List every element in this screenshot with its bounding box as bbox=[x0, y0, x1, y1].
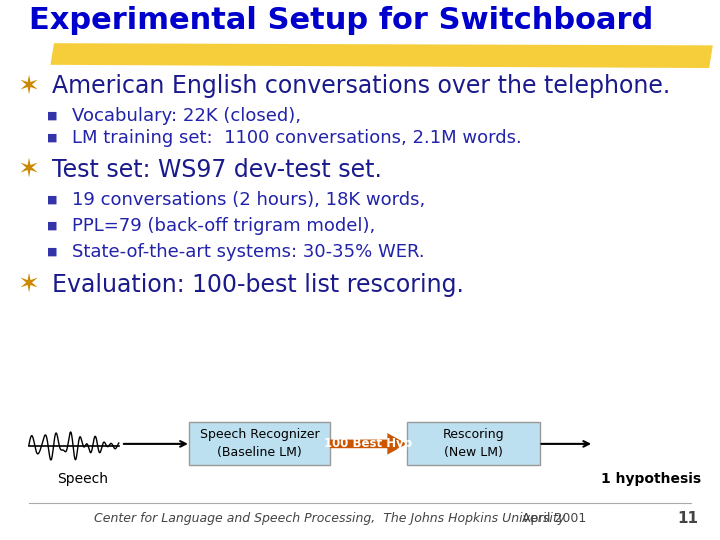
Text: 11: 11 bbox=[678, 511, 698, 526]
Text: ✶: ✶ bbox=[18, 272, 40, 298]
Text: Speech Recognizer
(Baseline LM): Speech Recognizer (Baseline LM) bbox=[199, 428, 320, 459]
Polygon shape bbox=[330, 433, 407, 455]
Polygon shape bbox=[50, 43, 713, 68]
Text: 1 hypothesis: 1 hypothesis bbox=[601, 472, 701, 487]
Text: ✶: ✶ bbox=[18, 157, 40, 183]
Text: Test set: WS97 dev-test set.: Test set: WS97 dev-test set. bbox=[52, 158, 382, 182]
Text: American English conversations over the telephone.: American English conversations over the … bbox=[52, 75, 670, 98]
Text: ■: ■ bbox=[47, 221, 57, 231]
Text: Rescoring
(New LM): Rescoring (New LM) bbox=[443, 428, 504, 459]
Text: Center for Language and Speech Processing,  The Johns Hopkins University.: Center for Language and Speech Processin… bbox=[94, 512, 568, 525]
Text: ■: ■ bbox=[47, 111, 57, 121]
Text: April 2001: April 2001 bbox=[522, 512, 586, 525]
Text: Evaluation: 100-best list rescoring.: Evaluation: 100-best list rescoring. bbox=[52, 273, 464, 297]
Text: PPL=79 (back-off trigram model),: PPL=79 (back-off trigram model), bbox=[72, 217, 375, 235]
Text: Speech: Speech bbox=[58, 472, 108, 487]
Text: Experimental Setup for Switchboard: Experimental Setup for Switchboard bbox=[29, 6, 653, 35]
FancyBboxPatch shape bbox=[189, 422, 330, 465]
Text: Vocabulary: 22K (closed),: Vocabulary: 22K (closed), bbox=[72, 107, 301, 125]
Text: ■: ■ bbox=[47, 133, 57, 143]
Text: State-of-the-art systems: 30-35% WER.: State-of-the-art systems: 30-35% WER. bbox=[72, 242, 425, 261]
Text: 19 conversations (2 hours), 18K words,: 19 conversations (2 hours), 18K words, bbox=[72, 191, 426, 209]
Text: ■: ■ bbox=[47, 195, 57, 205]
Text: ✶: ✶ bbox=[18, 73, 40, 99]
Text: 100 Best Hyp: 100 Best Hyp bbox=[324, 437, 413, 450]
FancyBboxPatch shape bbox=[407, 422, 540, 465]
Text: ■: ■ bbox=[47, 247, 57, 256]
Text: LM training set:  1100 conversations, 2.1M words.: LM training set: 1100 conversations, 2.1… bbox=[72, 129, 522, 147]
